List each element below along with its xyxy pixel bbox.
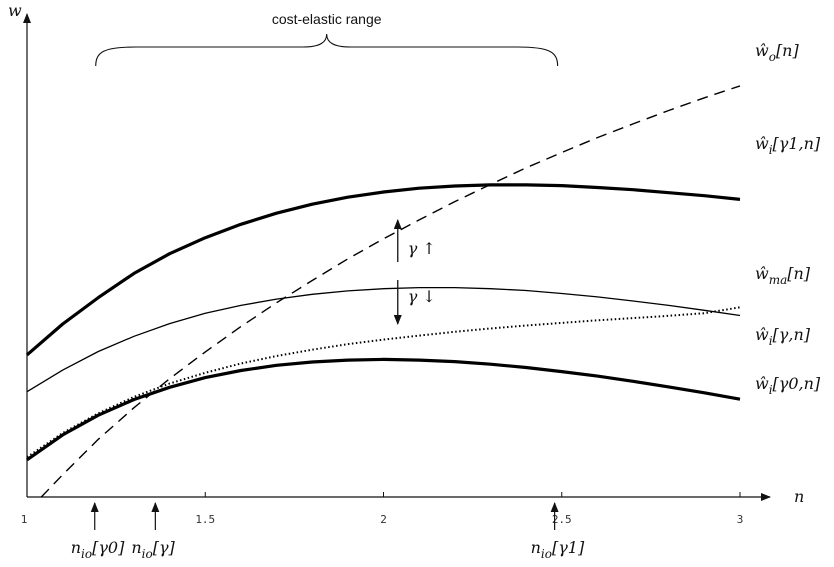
gamma-up-label: γ ↑ — [408, 239, 436, 258]
series-line-5 — [40, 85, 741, 498]
range-brace — [95, 33, 559, 67]
x-tick-label: 1.5 — [195, 513, 215, 526]
series-line-2 — [26, 286, 741, 393]
range-label: cost-elastic range — [272, 11, 382, 27]
axes: w n 1 1.5 2 2.5 3 — [8, 1, 804, 526]
x-tick-label: 2 — [380, 513, 387, 526]
annotations: cost-elastic range γ ↑ γ ↓ nio[γ0] nio[γ] nio… — [71, 11, 585, 561]
x-axis-label: n — [794, 487, 804, 506]
x-tick-label: 1 — [21, 513, 28, 526]
series-line-3 — [26, 357, 741, 462]
gamma-down-label: γ ↓ — [408, 287, 436, 306]
curves — [25, 85, 741, 498]
series-label-1: ŵi[γ1,n] — [755, 134, 821, 157]
x-tick-label: 3 — [737, 513, 744, 526]
series-label-3: ŵi[γ0,n] — [755, 374, 821, 397]
series-label-4: ŵma[n] — [755, 264, 811, 287]
series-label-2: ŵi[γ,n] — [755, 325, 811, 348]
series-line-1 — [25, 183, 741, 357]
marker-label-3: nio[γ1] — [531, 538, 585, 561]
x-tick-label: 2.5 — [552, 513, 572, 526]
series-label-5: ŵo[n] — [755, 41, 799, 64]
y-axis-label: w — [8, 1, 22, 20]
marker-label-1: nio[γ0] — [71, 538, 125, 561]
curve-labels: ŵi[γ1,n] ŵi[γ,n] ŵi[γ0,n] ŵma[n] ŵo[n] — [755, 41, 821, 397]
marker-label-2: nio[γ] — [131, 538, 175, 561]
